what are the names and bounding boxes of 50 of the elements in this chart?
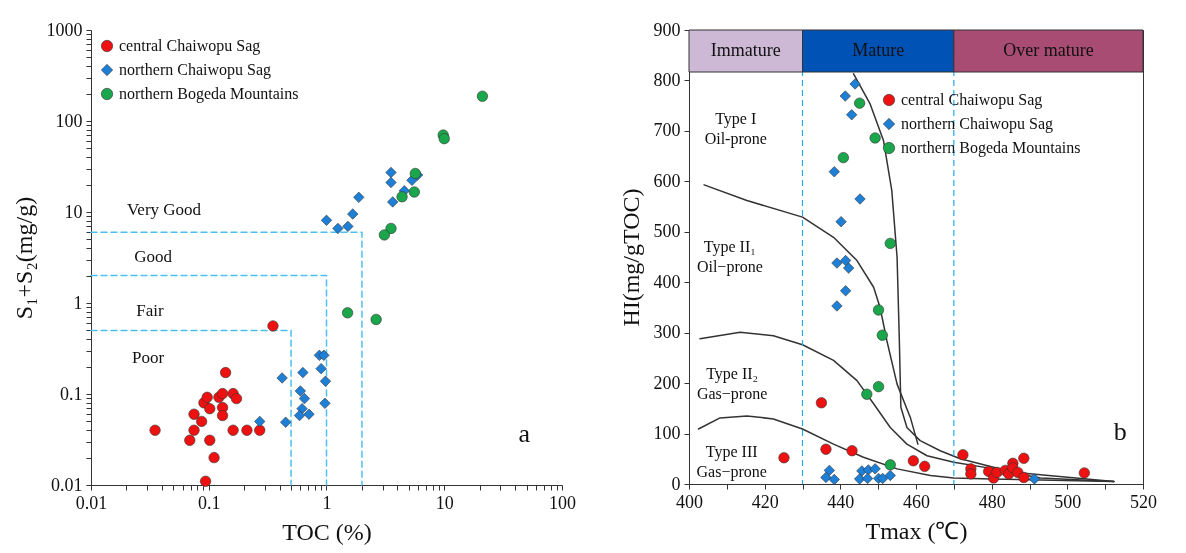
band-label: Mature <box>852 40 905 60</box>
y-tick-label: 500 <box>653 221 681 242</box>
y-tick-label: 600 <box>653 170 681 191</box>
x-tick-label: 460 <box>903 491 930 512</box>
y-tick-label: 400 <box>653 271 681 292</box>
x-axis-title: Tmax (℃) <box>865 517 968 544</box>
y-tick-label: 1 <box>73 292 83 313</box>
legend-label: northern Bogeda Mountains <box>119 85 299 103</box>
y-tick-label: 0.1 <box>60 383 83 404</box>
y-tick-label: 700 <box>653 120 681 141</box>
annotation: a <box>518 419 531 449</box>
annotation: Type II₁ Oil−prone <box>696 238 763 277</box>
x-tick-label: 440 <box>827 491 855 512</box>
legend-label: northern Bogeda Mountains <box>901 139 1081 157</box>
y-tick-label: 0 <box>671 473 681 494</box>
y-tick-label: 100 <box>55 110 83 131</box>
x-tick-label: 420 <box>751 491 779 512</box>
y-axis-title: S₁+S₂(mg/g) <box>10 196 37 320</box>
legend-label: central Chaiwopu Sag <box>119 37 261 55</box>
x-tick-label: 100 <box>549 492 576 513</box>
y-tick-label: 10 <box>64 201 83 222</box>
annotation: Poor <box>131 348 165 368</box>
y-tick-label: 300 <box>653 322 681 343</box>
x-tick-label: 480 <box>978 491 1006 512</box>
y-tick-label: 200 <box>653 372 681 393</box>
legend-label: northern Chaiwopu Sag <box>119 61 271 79</box>
annotation: Very Good <box>126 200 202 220</box>
y-tick-label: 900 <box>653 19 681 40</box>
y-axis-title: HI(mg/gTOC) <box>617 188 644 327</box>
annotation: Type II₂ Gas−prone <box>696 364 768 403</box>
y-tick-label: 100 <box>653 423 681 444</box>
legend-label: central Chaiwopu Sag <box>901 91 1043 109</box>
y-tick-label: 1000 <box>46 19 83 40</box>
band-label: Immature <box>710 40 781 60</box>
annotation: Type I Oil-prone <box>704 109 767 148</box>
annotation: Fair <box>136 301 164 321</box>
legend-label: northern Chaiwopu Sag <box>901 115 1053 133</box>
x-tick-label: 500 <box>1054 491 1082 512</box>
x-tick-label: 10 <box>435 492 454 513</box>
band-label: Over mature <box>1003 40 1094 60</box>
y-tick-label: 0.01 <box>51 474 83 495</box>
y-tick-label: 800 <box>653 69 681 90</box>
x-tick-label: 520 <box>1130 491 1157 512</box>
x-axis-title: TOC (%) <box>282 518 372 545</box>
x-tick-label: 0.1 <box>198 492 221 513</box>
x-tick-label: 400 <box>676 491 703 512</box>
x-tick-label: 1 <box>322 492 332 513</box>
annotation: b <box>1113 416 1127 446</box>
annotation: Good <box>134 247 173 267</box>
annotation: Type III Gas−prone <box>696 443 767 482</box>
